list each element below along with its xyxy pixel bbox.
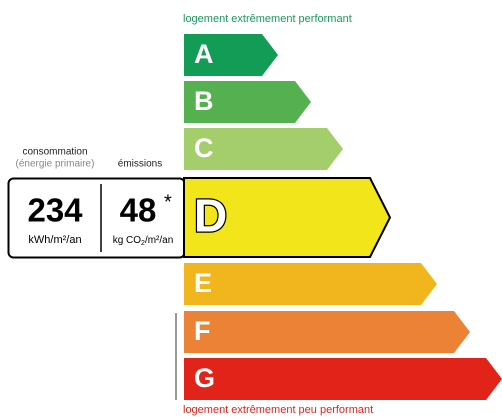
consumption-title: consommation: [22, 147, 87, 158]
class-arrow: [184, 311, 470, 353]
consumption-value: 234: [27, 192, 83, 229]
top-label: logement extrêmement performant: [183, 13, 352, 25]
class-arrow: [183, 177, 392, 258]
consumption-unit: kWh/m²/an: [28, 234, 81, 246]
class-letter: E: [194, 268, 212, 298]
class-arrow: [184, 358, 502, 400]
class-arrow: [184, 128, 343, 170]
emissions-note: *: [164, 191, 172, 213]
class-letter: F: [194, 316, 211, 346]
class-letter: B: [194, 86, 214, 116]
bottom-label: logement extrêmement peu performant: [183, 404, 373, 416]
class-letter: D: [194, 190, 227, 242]
unit-part: kg CO: [113, 235, 142, 246]
unit-subscript: 2: [141, 240, 145, 247]
class-arrow: [184, 34, 278, 76]
consumption-subtitle: (énergie primaire): [16, 159, 95, 170]
class-arrow: [184, 263, 437, 305]
class-arrow: [184, 81, 311, 123]
class-letter: C: [194, 133, 214, 163]
emissions-unit: kg CO2/m²/an: [113, 235, 174, 247]
class-letter: G: [194, 363, 215, 393]
class-letter: A: [194, 39, 214, 69]
unit-part: /m²/an: [145, 235, 173, 246]
emissions-title: émissions: [118, 159, 162, 170]
emissions-value: 48: [120, 192, 157, 229]
